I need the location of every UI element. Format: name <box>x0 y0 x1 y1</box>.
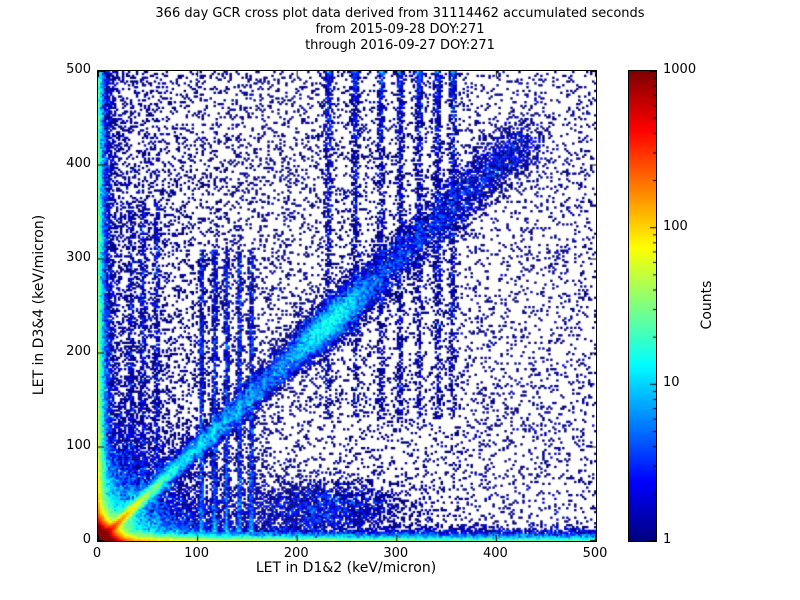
x-tick-label: 400 <box>482 546 508 561</box>
plot-area <box>97 70 597 542</box>
title-line-3: through 2016-09-27 DOY:271 <box>305 38 495 53</box>
chart-title: 366 day GCR cross plot data derived from… <box>0 6 800 54</box>
title-line-1: 366 day GCR cross plot data derived from… <box>155 6 645 21</box>
colorbar-tick-label: 1000 <box>663 62 697 77</box>
x-axis-label: LET in D1&2 (keV/micron) <box>255 560 437 576</box>
x-tick-label: 500 <box>582 546 608 561</box>
colorbar-tick-label: 1 <box>663 532 672 547</box>
y-tick-label: 100 <box>66 438 91 453</box>
x-tick-label: 300 <box>383 546 409 561</box>
y-axis-label: LET in D3&4 (keV/micron) <box>31 214 47 396</box>
x-tick-label: 200 <box>283 546 309 561</box>
colorbar-tick-label: 10 <box>663 375 680 391</box>
colorbar-tick-label: 100 <box>663 218 688 234</box>
title-line-2: from 2015-09-28 DOY:271 <box>315 22 485 37</box>
x-tick-label: 0 <box>92 546 102 561</box>
y-tick-label: 400 <box>66 156 91 171</box>
colorbar <box>628 70 657 542</box>
y-tick-label: 500 <box>66 62 91 77</box>
y-tick-label: 300 <box>66 250 91 265</box>
scatter-density-canvas <box>98 71 596 541</box>
y-tick-label: 200 <box>66 344 91 359</box>
colorbar-label: Counts <box>699 280 715 330</box>
y-tick-label: 0 <box>82 532 91 547</box>
x-tick-label: 100 <box>184 546 210 561</box>
colorbar-gradient-canvas <box>629 71 656 541</box>
